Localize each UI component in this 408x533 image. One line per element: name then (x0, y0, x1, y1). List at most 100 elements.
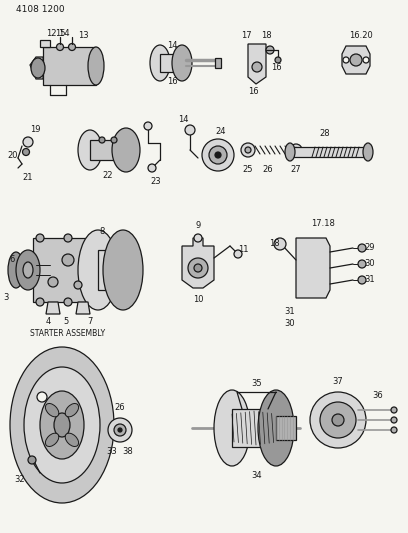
Ellipse shape (150, 45, 170, 81)
Ellipse shape (31, 58, 45, 78)
Circle shape (37, 392, 47, 402)
Circle shape (194, 264, 202, 272)
Circle shape (310, 392, 366, 448)
Text: 19: 19 (30, 125, 40, 134)
Circle shape (194, 234, 202, 242)
Circle shape (36, 298, 44, 306)
Circle shape (275, 57, 281, 63)
Text: 10: 10 (193, 295, 203, 304)
Text: 28: 28 (320, 130, 330, 139)
Bar (98, 250, 123, 290)
Polygon shape (342, 46, 370, 74)
Ellipse shape (103, 230, 143, 310)
Text: 22: 22 (103, 171, 113, 180)
Circle shape (118, 428, 122, 432)
Text: 18: 18 (269, 239, 279, 248)
Circle shape (391, 417, 397, 423)
Text: 30: 30 (365, 260, 375, 269)
Bar (290, 147, 368, 157)
Ellipse shape (112, 128, 140, 172)
Text: 23: 23 (151, 177, 161, 187)
Polygon shape (46, 302, 60, 314)
Ellipse shape (45, 403, 59, 417)
Text: 17.18: 17.18 (311, 220, 335, 229)
Text: 16: 16 (167, 77, 177, 85)
Circle shape (48, 277, 58, 287)
Ellipse shape (24, 367, 100, 483)
Text: 18: 18 (261, 31, 271, 41)
Bar (215, 58, 221, 68)
Circle shape (358, 260, 366, 268)
Text: 17: 17 (241, 31, 251, 41)
Ellipse shape (65, 433, 79, 447)
Text: 26: 26 (115, 403, 125, 413)
Ellipse shape (172, 45, 192, 81)
Circle shape (185, 125, 195, 135)
Text: 30: 30 (285, 319, 295, 327)
Polygon shape (296, 238, 330, 298)
Circle shape (343, 57, 349, 63)
Text: 4108 1200: 4108 1200 (16, 5, 64, 14)
Ellipse shape (214, 390, 250, 466)
Circle shape (358, 244, 366, 252)
Bar (160, 54, 182, 72)
Circle shape (108, 418, 132, 442)
Circle shape (209, 146, 227, 164)
Text: 3: 3 (3, 294, 9, 303)
Circle shape (391, 407, 397, 413)
Circle shape (69, 44, 75, 51)
Text: 20: 20 (7, 150, 18, 159)
Bar (16, 258, 33, 282)
Text: 36: 36 (373, 392, 384, 400)
Text: 27: 27 (290, 166, 302, 174)
Circle shape (274, 238, 286, 250)
Circle shape (111, 137, 117, 143)
Circle shape (36, 234, 44, 242)
Text: 16: 16 (271, 62, 281, 71)
Text: 21: 21 (23, 174, 33, 182)
Polygon shape (43, 47, 96, 85)
Circle shape (241, 143, 255, 157)
Circle shape (202, 139, 234, 171)
Text: 32: 32 (15, 474, 25, 483)
Polygon shape (33, 238, 98, 302)
Circle shape (74, 281, 82, 289)
Text: 5: 5 (63, 318, 69, 327)
Bar (232, 409, 276, 447)
Ellipse shape (65, 403, 79, 417)
Text: 8: 8 (99, 228, 105, 237)
Ellipse shape (40, 391, 84, 459)
Text: 14: 14 (167, 41, 177, 50)
Circle shape (350, 54, 362, 66)
Circle shape (188, 258, 208, 278)
Ellipse shape (78, 130, 102, 170)
Text: 25: 25 (243, 166, 253, 174)
Polygon shape (30, 57, 43, 79)
Text: 16.20: 16.20 (349, 31, 373, 41)
Text: 29: 29 (365, 244, 375, 253)
Text: 31: 31 (365, 276, 375, 285)
Circle shape (358, 276, 366, 284)
Text: 16: 16 (248, 87, 258, 96)
Circle shape (64, 234, 72, 242)
Circle shape (332, 414, 344, 426)
Ellipse shape (258, 390, 294, 466)
Text: 37: 37 (333, 377, 344, 386)
Bar (276, 416, 296, 440)
Text: 7: 7 (87, 318, 93, 327)
Polygon shape (248, 44, 266, 84)
Circle shape (363, 57, 369, 63)
Text: 24: 24 (216, 126, 226, 135)
Ellipse shape (285, 143, 295, 161)
Circle shape (215, 152, 221, 158)
Circle shape (144, 122, 152, 130)
Circle shape (234, 250, 242, 258)
Text: 33: 33 (106, 448, 118, 456)
Text: 31: 31 (285, 308, 295, 317)
Ellipse shape (78, 230, 118, 310)
Circle shape (391, 427, 397, 433)
Ellipse shape (54, 413, 70, 437)
Text: 11: 11 (238, 246, 248, 254)
Circle shape (148, 164, 156, 172)
Circle shape (320, 402, 356, 438)
